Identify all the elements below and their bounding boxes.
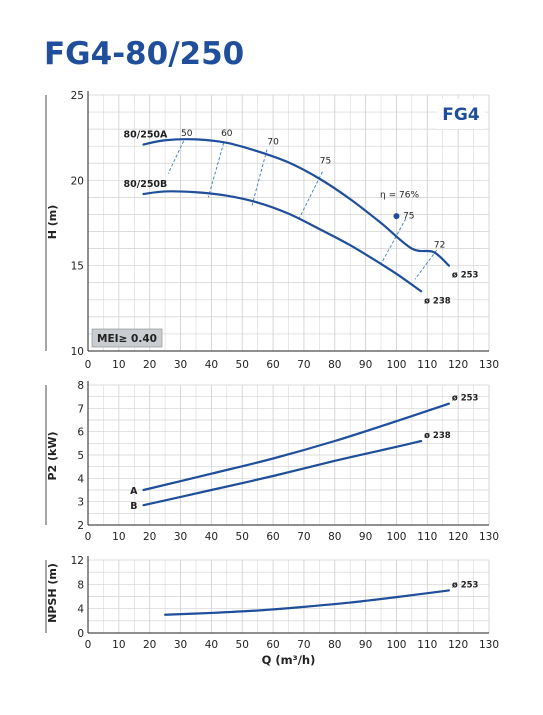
page-title: FG4-80/250 (44, 36, 245, 72)
chart0-efficiency-label: 50 (181, 129, 193, 139)
chart1-series-end-label-0: ø 253 (452, 394, 479, 404)
chart0-mei-box (91, 328, 163, 348)
chart0-x-tick-label: 40 (205, 359, 218, 371)
chart1-x-tick-label: 30 (174, 531, 187, 543)
chart0-efficiency-label: 75 (320, 156, 331, 166)
chart0-x-tick-label: 80 (328, 359, 341, 371)
chart2-x-tick-label: 70 (297, 639, 310, 651)
chart2-y-tick-label: 0 (77, 628, 84, 640)
chart1-y-tick-label: 7 (77, 403, 84, 415)
chart0-x-tick-label: 30 (174, 359, 187, 371)
chart2-x-tick-label: 120 (448, 639, 468, 651)
chart2-y-tick-label: 8 (77, 579, 84, 591)
chart1-x-tick-label: 20 (143, 531, 156, 543)
chart1-x-tick-label: 80 (328, 531, 341, 543)
chart2-y-tick-label: 4 (77, 604, 84, 616)
chart0-series-end-label-1: ø 238 (424, 296, 451, 306)
chart2-x-tick-label: 60 (266, 639, 279, 651)
chart1-y-tick-label: 4 (77, 473, 84, 485)
chart2-x-axis-label: Q (m³/h) (262, 653, 316, 667)
chart1-series-line-1 (142, 439, 423, 507)
chart1-y-tick-label: 8 (77, 380, 84, 392)
chart0-efficiency-line (207, 142, 225, 198)
chart0-series-line-1 (142, 190, 423, 293)
chart2-x-tick-label: 30 (174, 639, 187, 651)
chart1-y-tick-label: 5 (77, 450, 84, 462)
chart2-x-tick-label: 0 (85, 639, 92, 651)
chart0-x-tick-label: 10 (112, 359, 125, 371)
chart0-badge: FG4 (442, 105, 480, 125)
chart1-x-tick-label: 10 (112, 531, 125, 543)
chart2-x-tick-label: 50 (236, 639, 249, 651)
chart0-efficiency-label: 72 (434, 241, 445, 251)
chart0-y-tick-label: 20 (71, 175, 84, 187)
chart0-efficiency-line (297, 171, 323, 222)
chart0-efficiency-line (251, 149, 268, 208)
chart2-series-end-label-0: ø 253 (452, 580, 479, 590)
chart1-x-tick-label: 60 (266, 531, 279, 543)
chart2-x-tick-label: 40 (205, 639, 218, 651)
chart0-bep-point (393, 213, 400, 220)
chart0-efficiency-label: 75 (403, 212, 414, 222)
chart1-y-tick-label: 6 (77, 427, 84, 439)
chart0-badge-bg (437, 99, 485, 129)
chart1-x-tick-label: 120 (448, 531, 468, 543)
chart1-x-tick-label: 100 (386, 531, 406, 543)
chart0-series-end-label-0: ø 253 (452, 271, 479, 281)
chart0-x-tick-label: 0 (85, 359, 92, 371)
chart0-series-line-0 (142, 138, 450, 267)
chart0-x-tick-label: 60 (266, 359, 279, 371)
chart1-x-tick-label: 40 (205, 531, 218, 543)
chart1-series-name-1: B (130, 501, 137, 512)
chart0-series-name-0: 80/250A (124, 129, 169, 140)
chart1-x-tick-label: 110 (417, 531, 437, 543)
chart1-y-tick-label: 3 (77, 497, 84, 509)
chart1-y-tick-label: 2 (77, 520, 84, 532)
chart0-y-tick-label: 25 (71, 90, 84, 102)
chart2-x-tick-label: 110 (417, 639, 437, 651)
chart2-x-tick-label: 90 (359, 639, 372, 651)
chart0-efficiency-label: 70 (267, 137, 279, 147)
chart2-y-tick-label: 12 (71, 555, 84, 567)
chart0-mei-label: MEI≥ 0.40 (97, 333, 157, 345)
chart1-x-tick-label: 130 (479, 531, 499, 543)
chart0-y-axis-label: H (m) (46, 205, 59, 240)
chart0-x-tick-label: 130 (479, 359, 499, 371)
chart0-efficiency-line (414, 250, 437, 280)
chart0-x-tick-label: 90 (359, 359, 372, 371)
chart2-series-line-0 (164, 589, 450, 616)
chart0-y-tick-label: 15 (71, 261, 84, 273)
chart2-x-tick-label: 20 (143, 639, 156, 651)
chart1-series-end-label-1: ø 238 (424, 431, 451, 441)
chart2-x-tick-label: 100 (386, 639, 406, 651)
chart0-efficiency-line (380, 218, 407, 265)
chart0-efficiency-label: η = 76% (380, 190, 419, 200)
chart1-x-tick-label: 70 (297, 531, 310, 543)
chart0-x-tick-label: 20 (143, 359, 156, 371)
chart0-x-tick-label: 120 (448, 359, 468, 371)
chart2-x-tick-label: 10 (112, 639, 125, 651)
chart1-series-line-0 (142, 402, 450, 492)
chart1-series-name-0: A (130, 486, 138, 497)
chart0-efficiency-line (167, 140, 185, 174)
chart0-x-tick-label: 70 (297, 359, 310, 371)
chart0-x-tick-label: 100 (386, 359, 406, 371)
chart0-x-tick-label: 110 (417, 359, 437, 371)
chart1-x-tick-label: 50 (236, 531, 249, 543)
chart1-x-tick-label: 90 (359, 531, 372, 543)
chart0-x-tick-label: 50 (236, 359, 249, 371)
chart0-series-name-1: 80/250B (124, 179, 168, 190)
chart2-x-tick-label: 130 (479, 639, 499, 651)
chart0-y-tick-label: 10 (71, 346, 84, 358)
chart1-y-axis-label: P2 (kW) (46, 431, 59, 480)
chart2-y-axis-label: NPSH (m) (46, 563, 59, 623)
chart2-x-tick-label: 80 (328, 639, 341, 651)
chart0-efficiency-label: 60 (221, 129, 233, 139)
chart1-x-tick-label: 0 (85, 531, 92, 543)
